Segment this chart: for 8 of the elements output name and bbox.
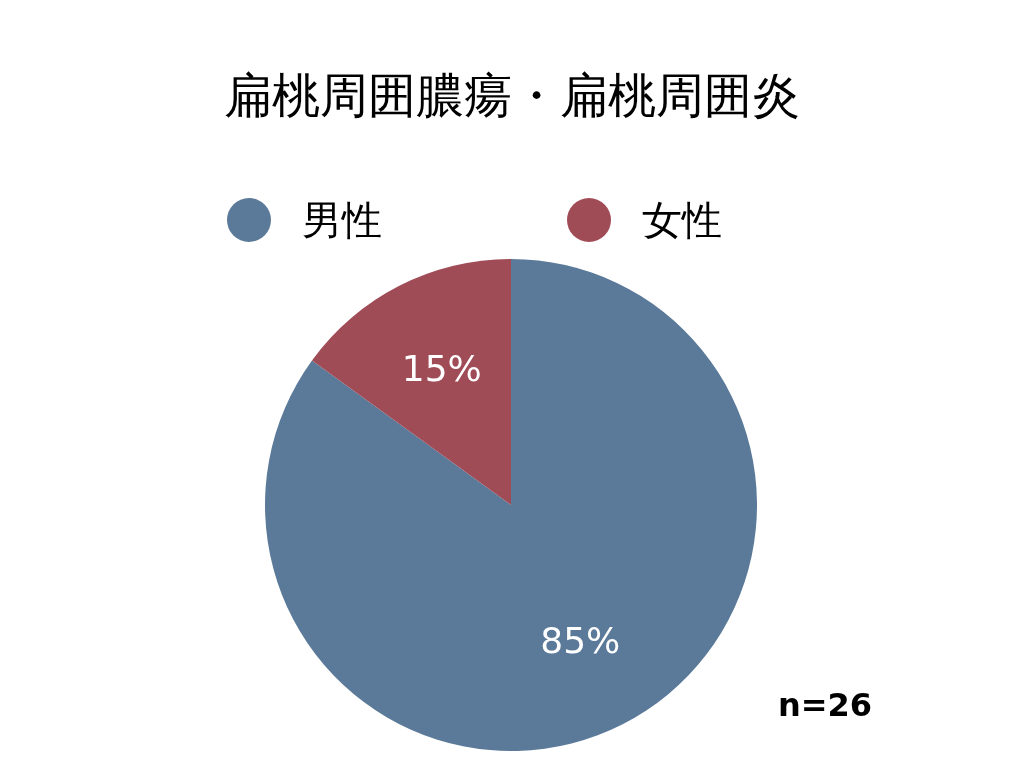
data-label: 85% — [540, 619, 621, 661]
pie-slice — [265, 259, 757, 751]
data-label: 15% — [401, 348, 482, 390]
text: n=26 — [777, 686, 872, 724]
legend-label: 女性 — [642, 197, 722, 243]
chart-title: 扁桃周囲膿瘍・扁桃周囲炎 — [224, 67, 800, 123]
pie-slice — [311, 259, 511, 505]
legend-label: 男性 — [302, 197, 382, 243]
